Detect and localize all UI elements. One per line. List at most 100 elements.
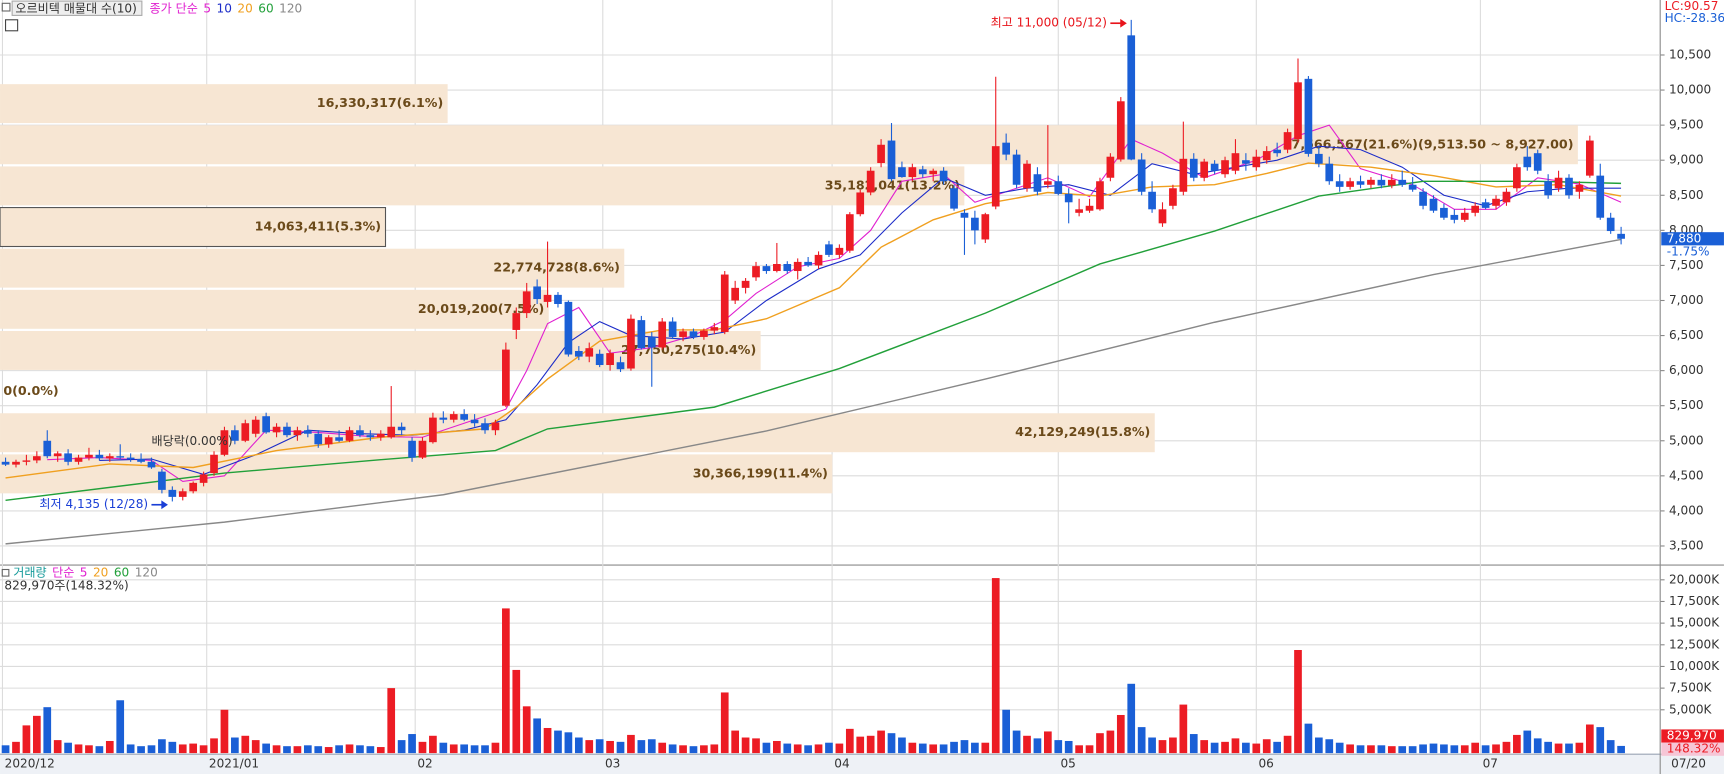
candle-body: [825, 244, 833, 255]
candle-body: [574, 350, 583, 357]
y-tick-label: 10,500: [1669, 47, 1711, 61]
volume-bar: [574, 737, 583, 754]
x-tick-label: 06: [1259, 757, 1274, 771]
candle-body: [283, 426, 291, 436]
volume-bar: [429, 735, 437, 754]
candle-body: [1242, 160, 1250, 164]
volume-bar: [137, 746, 145, 754]
volume-bar: [1221, 741, 1229, 754]
candle-body: [752, 266, 760, 278]
candle-body: [898, 167, 906, 178]
candle-body: [1585, 140, 1594, 176]
volume-bar: [1148, 737, 1156, 754]
candle-body: [595, 353, 604, 366]
volume-bar: [283, 746, 291, 754]
candle-body: [1596, 175, 1605, 218]
volume-bar: [710, 744, 719, 754]
volume-bar: [345, 744, 354, 754]
candle-body: [658, 321, 667, 348]
candle-body: [293, 430, 302, 436]
volume-bar: [1481, 745, 1490, 754]
candle-body: [335, 437, 343, 441]
candle-body: [1169, 188, 1177, 206]
volume-bar: [262, 743, 270, 754]
legend-icon: [1, 2, 11, 12]
volume-bar: [314, 746, 323, 754]
title-box: [11, 0, 143, 16]
volume-bar: [1304, 723, 1313, 754]
volume-bar: [564, 732, 573, 754]
volume-bar: [689, 746, 698, 754]
volume-bar: [835, 743, 844, 754]
candle-body: [387, 426, 396, 438]
candle-body: [345, 430, 354, 441]
volume-bar: [1085, 745, 1094, 754]
candle-body: [1273, 149, 1281, 154]
volume-bar: [1429, 743, 1438, 754]
volume-bar: [1533, 738, 1542, 754]
candle-body: [1304, 78, 1313, 154]
volume-bar: [627, 734, 635, 754]
volume-bar: [971, 742, 979, 754]
x-tick-label: 04: [834, 757, 849, 771]
legend-item: 10: [217, 1, 232, 15]
volume-bar: [1064, 740, 1073, 754]
candle-body: [1127, 35, 1136, 160]
candle-body: [64, 453, 72, 462]
candle-body: [1231, 153, 1240, 171]
stat: LC:90.57: [1665, 0, 1719, 13]
candle-body: [1440, 207, 1448, 218]
profile-band: [0, 166, 965, 206]
candle-body: [616, 362, 625, 370]
candle-body: [210, 454, 218, 474]
candle-body: [220, 430, 229, 455]
candle-body: [1513, 167, 1521, 189]
ma-line: [5, 238, 1622, 545]
volume-bar: [991, 578, 1000, 754]
volume-bar: [324, 747, 333, 754]
volume-bar: [814, 744, 823, 754]
volume-bar: [1544, 741, 1552, 754]
volume-bar: [220, 709, 229, 754]
candle-body: [1335, 181, 1344, 187]
volume-bar: [1471, 742, 1480, 754]
candle-body: [262, 416, 270, 433]
candle-body: [647, 336, 656, 348]
volume-bar: [189, 743, 198, 754]
candle-body: [1502, 191, 1511, 203]
candle-body: [324, 437, 333, 445]
volume-bar: [1575, 742, 1584, 754]
volume-bar: [502, 608, 510, 754]
volume-bar: [1096, 733, 1104, 754]
volume-bar: [1408, 746, 1417, 754]
volume-bar: [43, 707, 52, 754]
volume-bar: [1054, 740, 1063, 754]
candle-body: [679, 331, 687, 337]
candle-body: [1002, 142, 1011, 155]
candle-body: [1148, 191, 1156, 210]
y-tick-label: 3,500: [1669, 538, 1704, 552]
volume-bar: [366, 746, 375, 754]
volume-bar: [1189, 734, 1198, 754]
candle-body: [439, 417, 448, 420]
volume-bar: [387, 688, 396, 754]
profile-band: [0, 125, 1578, 165]
volume-bar: [793, 744, 802, 754]
volume-summary: 829,970주(148.32%): [4, 578, 128, 592]
volume-bar: [147, 745, 156, 754]
candle-body: [1, 461, 10, 465]
volume-bar: [1116, 714, 1125, 754]
annotation-arrowhead: [161, 500, 168, 510]
x-tick-label: 07: [1483, 757, 1498, 771]
volume-bar: [908, 742, 917, 754]
candle-body: [1179, 158, 1188, 192]
volume-bar: [866, 735, 875, 754]
candle-body: [668, 321, 677, 337]
volume-bar: [950, 741, 958, 754]
volume-bar: [335, 745, 343, 754]
volume-bar: [449, 744, 458, 754]
candle-body: [981, 214, 990, 240]
volume-bar: [1314, 737, 1323, 754]
candle-body: [804, 261, 812, 266]
